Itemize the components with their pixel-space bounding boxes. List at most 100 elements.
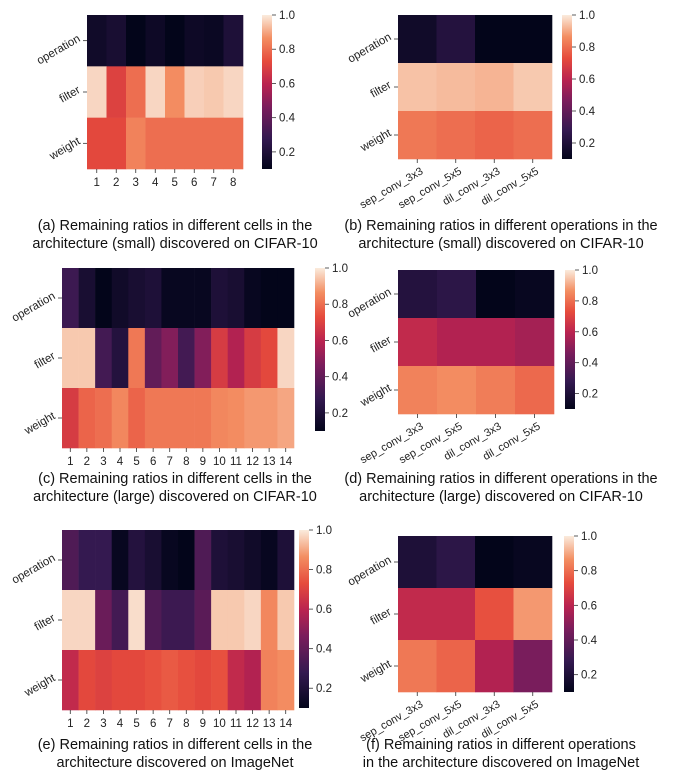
- heatmap-cell-a-1-0: [87, 66, 107, 118]
- heatmap-cell-b-1-1: [436, 63, 476, 112]
- heatmap-cell-e-1-4: [128, 590, 146, 651]
- heatmap-cell-e-2-5: [144, 650, 162, 711]
- heatmap-cell-e-1-9: [211, 590, 229, 651]
- y-tick-label-e-operation: operation: [10, 552, 58, 586]
- x-tick-label-c-12: 13: [263, 456, 276, 468]
- caption-c-line1: (c) Remaining ratios in different cells …: [38, 471, 312, 487]
- heatmap-cell-c-0-9: [211, 268, 229, 329]
- heatmap-cell-f-0-0: [398, 536, 437, 589]
- caption-e-line2: architecture discovered on ImageNet: [56, 755, 294, 771]
- y-tick-label-a-filter: filter: [58, 84, 83, 105]
- heatmap-cell-c-0-12: [260, 268, 278, 329]
- heatmap-cell-e-0-9: [211, 530, 229, 591]
- heatmap-cell-c-2-11: [244, 388, 262, 449]
- heatmap-cell-e-1-8: [194, 590, 212, 651]
- x-tick-label-b-0: sep_conv_3x3: [358, 165, 425, 211]
- colorbar-tick-label-c-0: 0.2: [332, 408, 348, 420]
- heatmap-cell-b-2-3: [513, 111, 553, 160]
- heatmap-cell-a-0-4: [165, 15, 185, 67]
- heatmap-cell-b-0-2: [475, 15, 514, 64]
- heatmap-cell-c-1-9: [211, 328, 229, 389]
- colorbar-tick-label-a-3: 0.8: [279, 44, 295, 56]
- heatmap-cell-f-2-0: [398, 640, 437, 693]
- caption-c: (c) Remaining ratios in different cells …: [10, 470, 340, 506]
- heatmap-cell-a-1-2: [126, 66, 146, 118]
- x-tick-label-a-6: 7: [211, 177, 217, 189]
- x-tick-label-e-4: 5: [133, 718, 139, 730]
- x-tick-label-a-3: 4: [152, 177, 159, 189]
- heatmap-cell-c-1-11: [244, 328, 262, 389]
- heatmap-cell-c-0-6: [161, 268, 179, 329]
- x-tick-label-c-9: 10: [213, 456, 226, 468]
- x-tick-label-d-0: sep_conv_3x3: [358, 420, 425, 466]
- heatmap-cell-a-0-0: [87, 15, 107, 67]
- caption-d: (d) Remaining ratios in different operat…: [336, 470, 666, 506]
- heatmap-cell-e-2-7: [178, 650, 195, 711]
- colorbar-tick-label-f-1: 0.4: [581, 635, 598, 647]
- heatmap-cell-b-2-0: [398, 111, 437, 160]
- colorbar-tick-label-d-1: 0.4: [582, 358, 599, 370]
- caption-b-line2: architecture (small) discovered on CIFAR…: [358, 236, 644, 252]
- heatmap-cell-c-1-1: [78, 328, 96, 389]
- heatmap-cell-a-1-3: [145, 66, 166, 118]
- heatmap-cell-c-0-3: [111, 268, 129, 329]
- heatmap-cell-b-2-1: [436, 111, 476, 160]
- colorbar-tick-label-e-2: 0.6: [316, 604, 332, 616]
- heatmap-cell-d-1-1: [437, 318, 477, 367]
- x-tick-label-c-1: 2: [84, 456, 90, 468]
- colorbar-tick-label-b-3: 0.8: [579, 42, 595, 54]
- heatmap-cell-e-2-13: [277, 650, 295, 711]
- heatmap-cell-e-2-2: [95, 650, 113, 711]
- caption-a-line2: architecture (small) discovered on CIFAR…: [32, 236, 318, 252]
- colorbar-tick-label-c-4: 1.0: [332, 263, 348, 275]
- colorbar-tick-label-a-0: 0.2: [279, 147, 295, 159]
- heatmap-cell-c-2-5: [144, 388, 162, 449]
- x-tick-label-c-2: 3: [100, 456, 106, 468]
- colorbar-a: [262, 15, 272, 169]
- heatmap-cell-b-2-2: [475, 111, 514, 160]
- heatmap-cell-e-1-3: [111, 590, 129, 651]
- x-tick-label-e-8: 9: [200, 718, 206, 730]
- heatmap-cell-d-0-2: [476, 270, 516, 319]
- x-tick-label-a-0: 1: [94, 177, 100, 189]
- x-tick-label-a-4: 5: [172, 177, 178, 189]
- heatmap-cell-f-2-2: [475, 640, 514, 693]
- heatmap-cell-d-2-0: [398, 366, 438, 415]
- x-tick-label-e-9: 10: [213, 718, 226, 730]
- heatmap-cell-c-1-8: [194, 328, 212, 389]
- heatmap-cell-c-2-10: [227, 388, 245, 449]
- heatmap-cell-b-0-3: [513, 15, 553, 64]
- colorbar-tick-label-f-0: 0.2: [581, 670, 597, 682]
- heatmap-cell-c-1-7: [178, 328, 195, 389]
- heatmap-cell-e-0-6: [161, 530, 179, 591]
- heatmap-cell-e-0-13: [277, 530, 295, 591]
- heatmap-cell-e-1-7: [178, 590, 195, 651]
- heatmap-cell-b-1-2: [475, 63, 514, 112]
- heatmap-cell-c-2-8: [194, 388, 212, 449]
- caption-d-line1: (d) Remaining ratios in different operat…: [344, 471, 658, 487]
- heatmap-cell-e-0-11: [244, 530, 262, 591]
- colorbar-tick-label-b-1: 0.4: [579, 106, 596, 118]
- colorbar-tick-label-b-2: 0.6: [579, 74, 595, 86]
- x-tick-label-c-5: 6: [150, 456, 156, 468]
- colorbar-tick-label-c-2: 0.6: [332, 335, 348, 347]
- heatmap-cell-c-0-13: [277, 268, 295, 329]
- heatmap-cell-a-0-3: [145, 15, 166, 67]
- heatmap-cell-a-1-6: [204, 66, 224, 118]
- colorbar-tick-label-a-2: 0.6: [279, 78, 295, 90]
- heatmap-cell-c-1-13: [277, 328, 295, 389]
- heatmap-cell-c-1-6: [161, 328, 179, 389]
- x-tick-label-e-3: 4: [117, 718, 124, 730]
- heatmap-cell-c-1-5: [144, 328, 162, 389]
- heatmap-cell-f-2-3: [513, 640, 553, 693]
- heatmap-cell-a-2-3: [145, 117, 166, 170]
- heatmap-cell-a-2-2: [126, 117, 146, 170]
- caption-c-line2: architecture (large) discovered on CIFAR…: [33, 489, 317, 505]
- heatmap-cell-e-1-11: [244, 590, 262, 651]
- heatmap-cell-d-1-2: [476, 318, 516, 367]
- colorbar-tick-label-b-4: 1.0: [579, 10, 595, 22]
- heatmap-cell-e-0-8: [194, 530, 212, 591]
- x-tick-label-c-0: 1: [67, 456, 73, 468]
- caption-b: (b) Remaining ratios in different operat…: [336, 217, 666, 253]
